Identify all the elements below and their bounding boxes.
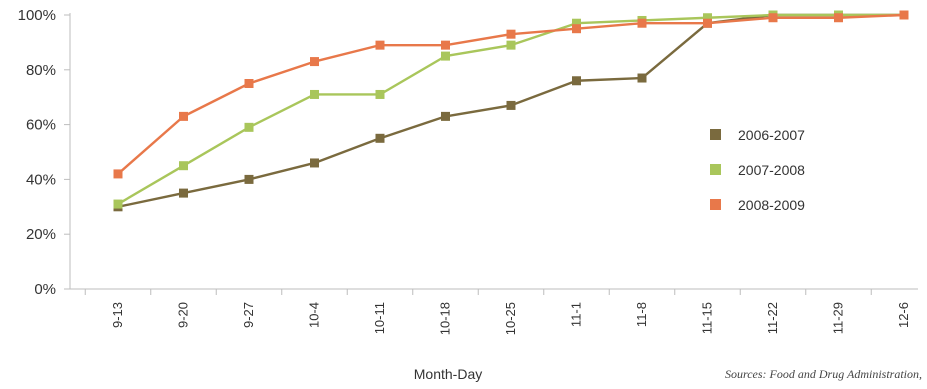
data-point [768, 13, 778, 23]
series-2006-2007 [113, 10, 909, 212]
data-point [179, 188, 188, 198]
legend-label: 2006-2007 [738, 127, 805, 143]
x-tick-label: 10-25 [503, 302, 518, 335]
x-tick-label: 10-11 [372, 302, 387, 334]
data-point [113, 169, 123, 179]
data-point [703, 18, 712, 28]
x-tick-label: 11-29 [831, 302, 846, 334]
x-axis-ticks: 9-13 9-20 9-27 10-4 10-11 10-18 10-25 11-1 11-8 1… [84, 289, 911, 335]
data-point [375, 133, 385, 143]
data-point [244, 79, 254, 88]
legend-label: 2008-2009 [738, 197, 805, 213]
x-tick-label: 11-1 [569, 302, 584, 327]
data-point [441, 111, 450, 121]
x-tick-label: 11-15 [700, 302, 715, 334]
legend: 2006-2007 2007-2008 2008-2009 [710, 127, 805, 213]
y-tick-label: 0% [34, 281, 56, 298]
data-point [506, 29, 516, 39]
x-axis-title: Month-Day [414, 366, 482, 382]
data-point [637, 73, 647, 83]
x-tick-label: 9-27 [241, 302, 256, 328]
data-point [637, 18, 647, 28]
legend-swatch [710, 164, 721, 175]
data-point [310, 158, 319, 168]
series-lines [113, 10, 909, 212]
legend-swatch [710, 199, 721, 210]
y-tick-label: 80% [26, 62, 56, 79]
data-point [310, 57, 319, 67]
data-point [375, 40, 385, 50]
data-point [179, 161, 188, 171]
series-line [117, 13, 905, 175]
x-tick-label: 10-4 [307, 302, 322, 328]
data-point [703, 13, 712, 23]
data-point [572, 18, 581, 28]
data-point [572, 76, 581, 86]
data-point [441, 40, 450, 50]
legend-swatch [710, 129, 721, 140]
series-2008-2009 [113, 10, 909, 179]
y-tick-label: 60% [26, 117, 56, 134]
data-point [244, 174, 254, 184]
data-point [244, 122, 254, 132]
data-point [179, 111, 188, 121]
data-point [506, 40, 516, 50]
data-point [506, 100, 516, 110]
x-tick-label: 11-22 [765, 302, 780, 334]
y-tick-label: 20% [26, 226, 56, 243]
x-tick-label: 11-8 [634, 302, 649, 327]
legend-label: 2007-2008 [738, 162, 805, 178]
y-axis-ticks: 0% 20% 40% 60% 80% 100% [18, 7, 70, 298]
y-tick-label: 40% [26, 171, 56, 188]
data-point [375, 89, 385, 99]
source-note: Sources: Food and Drug Administration, [725, 367, 922, 381]
data-point [572, 24, 581, 34]
x-tick-label: 12-6 [896, 302, 911, 328]
x-tick-label: 9-20 [176, 302, 191, 328]
x-tick-label: 9-13 [110, 302, 125, 328]
data-point [113, 199, 123, 209]
data-point [441, 51, 450, 61]
chart-axes [69, 13, 918, 290]
data-point [834, 13, 843, 23]
x-tick-label: 10-18 [438, 302, 453, 335]
data-point [899, 10, 909, 20]
data-point [310, 89, 319, 99]
y-tick-label: 100% [18, 7, 56, 24]
